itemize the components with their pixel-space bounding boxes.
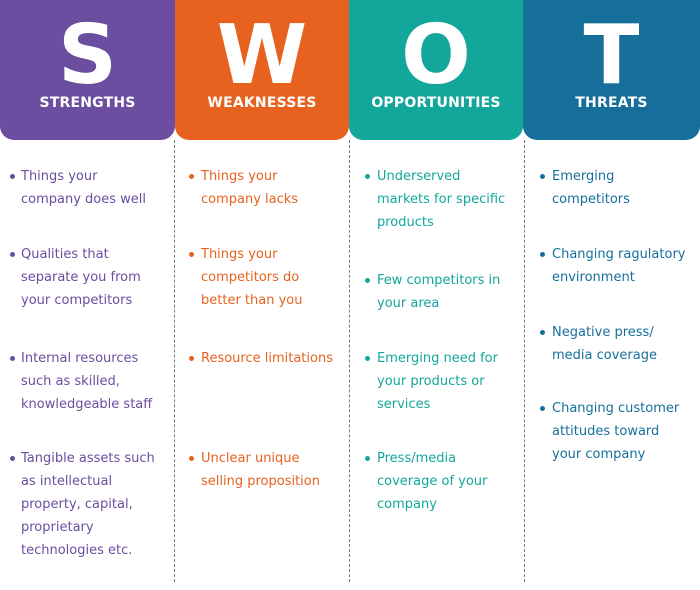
opportunities-item: Underserved markets for specific product… (365, 165, 522, 234)
opportunities-item-text: Press/media coverage of your company (377, 451, 488, 512)
opportunities-letter: O (401, 8, 471, 103)
opportunities-item: Few competitors in your area (365, 269, 522, 315)
bullet-icon (540, 330, 545, 335)
strengths-item-text: Qualities that separate you from your co… (21, 247, 141, 308)
column-divider (174, 140, 175, 582)
column-divider (349, 140, 350, 582)
bullet-icon (189, 174, 194, 179)
threats-item-text: Negative press/ media coverage (552, 325, 657, 363)
weaknesses-item: Unclear unique selling proposition (189, 447, 346, 493)
opportunities-item-text: Underserved markets for specific product… (377, 169, 506, 230)
opportunities-label: OPPORTUNITIES (371, 95, 501, 111)
weaknesses-item-text: Things your competitors do better than y… (201, 247, 303, 308)
threats-letter: T (583, 8, 640, 103)
threats-item: Changing customer attitudes toward your … (540, 397, 698, 466)
threats-item-text: Changing ragulatory environment (552, 247, 686, 285)
opportunities-item: Press/media coverage of your company (365, 447, 522, 516)
weaknesses-item-text: Resource limitations (201, 351, 333, 366)
bullet-icon (189, 252, 194, 257)
bullet-icon (365, 278, 370, 283)
bullet-icon (540, 252, 545, 257)
weaknesses-item-text: Things your company lacks (201, 169, 299, 207)
bullet-icon (189, 456, 194, 461)
threats-item: Emerging competitors (540, 165, 698, 211)
weaknesses-label: WEAKNESSES (207, 95, 317, 111)
bullet-icon (365, 174, 370, 179)
bullet-icon (10, 252, 15, 257)
threats-item: Negative press/ media coverage (540, 321, 698, 367)
strengths-item: Things your company does well (10, 165, 171, 211)
threats-header: T THREATS (523, 0, 700, 140)
bullet-icon (10, 456, 15, 461)
strengths-item-text: Things your company does well (21, 169, 147, 207)
strengths-item-text: Internal resources such as skilled, know… (21, 351, 153, 412)
strengths-item: Qualities that separate you from your co… (10, 243, 171, 312)
strengths-label: STRENGTHS (39, 95, 136, 111)
opportunities-item-text: Emerging need for your products or servi… (377, 351, 498, 412)
bullet-icon (365, 356, 370, 361)
threats-item-text: Emerging competitors (552, 169, 630, 207)
opportunities-item: Emerging need for your products or servi… (365, 347, 522, 416)
column-divider (524, 140, 525, 582)
opportunities-header: O OPPORTUNITIES (349, 0, 523, 140)
weaknesses-letter: W (216, 8, 308, 103)
strengths-header: S STRENGTHS (0, 0, 175, 140)
strengths-letter: S (57, 8, 118, 103)
strengths-item-text: Tangible assets such as intellectual pro… (21, 451, 155, 558)
threats-label: THREATS (575, 95, 648, 111)
bullet-icon (365, 456, 370, 461)
threats-item: Changing ragulatory environment (540, 243, 698, 289)
strengths-item: Tangible assets such as intellectual pro… (10, 447, 171, 562)
weaknesses-header: W WEAKNESSES (175, 0, 349, 140)
weaknesses-item: Resource limitations (189, 347, 346, 370)
weaknesses-item: Things your company lacks (189, 165, 346, 211)
bullet-icon (189, 356, 194, 361)
bullet-icon (540, 174, 545, 179)
threats-item-text: Changing customer attitudes toward your … (552, 401, 680, 462)
bullet-icon (10, 174, 15, 179)
weaknesses-item-text: Unclear unique selling proposition (201, 451, 320, 489)
bullet-icon (540, 406, 545, 411)
weaknesses-item: Things your competitors do better than y… (189, 243, 346, 312)
strengths-item: Internal resources such as skilled, know… (10, 347, 171, 416)
bullet-icon (10, 356, 15, 361)
opportunities-item-text: Few competitors in your area (377, 273, 501, 311)
